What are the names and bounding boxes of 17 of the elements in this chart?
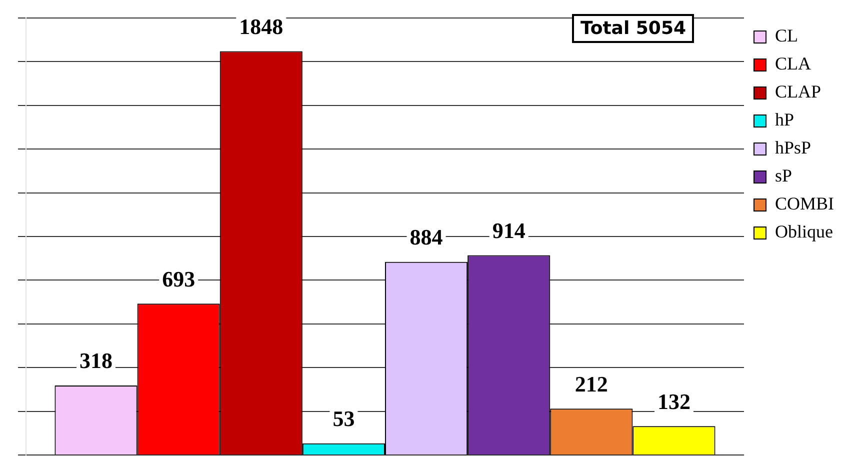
data-label: 132	[657, 388, 690, 414]
data-label: 693	[162, 266, 196, 292]
data-label: 1848	[239, 14, 284, 39]
data-label: 318	[80, 348, 113, 374]
data-label: 914	[492, 218, 526, 243]
data-label: 884	[410, 224, 443, 250]
text: Total 5054	[572, 14, 694, 43]
legend-label: hPsP	[774, 138, 812, 158]
data-label: 53	[332, 406, 355, 432]
legend-label: hP	[774, 110, 794, 130]
legend-label: CLA	[774, 54, 811, 74]
legend-label: CL	[774, 26, 798, 46]
data-label: 212	[574, 371, 608, 396]
legend-label: Oblique	[774, 222, 833, 242]
legend-label: CLAP	[774, 82, 822, 102]
legend-label: COMBI	[774, 194, 834, 214]
legend-label: sP	[774, 166, 792, 186]
